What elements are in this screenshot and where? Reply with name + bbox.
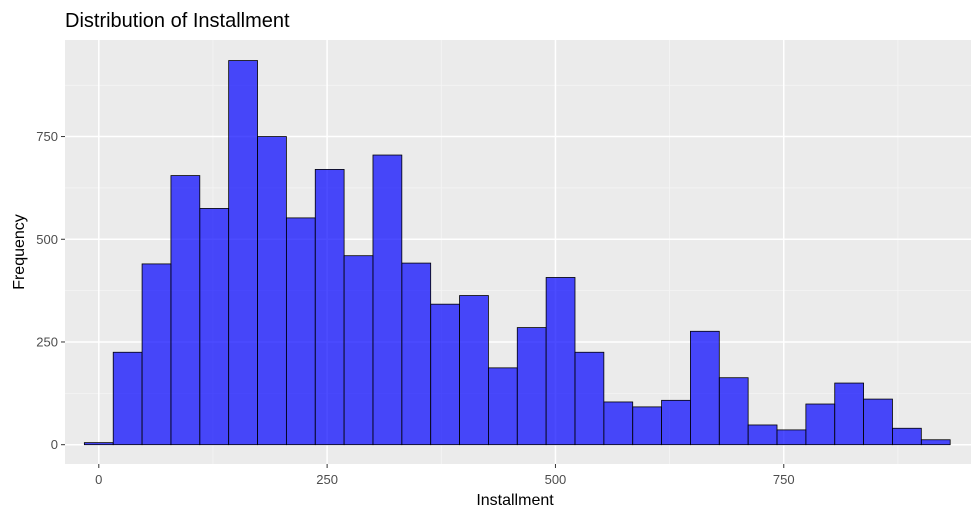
x-tick-label: 250 xyxy=(316,472,338,487)
histogram-bar xyxy=(805,403,836,446)
minor-gridlines xyxy=(65,40,971,464)
histogram-bar xyxy=(459,295,489,446)
histogram-bar xyxy=(488,367,518,446)
histogram-bar xyxy=(401,262,432,446)
histogram-bars xyxy=(83,60,951,446)
y-axis-label: Frequency xyxy=(11,214,28,290)
histogram-bar xyxy=(285,217,316,446)
histogram-bar xyxy=(545,277,576,446)
x-tick-label: 0 xyxy=(95,472,102,487)
histogram-bar xyxy=(83,442,114,446)
histogram-bar xyxy=(257,136,287,446)
chart-title: Distribution of Installment xyxy=(65,10,290,32)
y-tick-label: 250 xyxy=(36,334,58,349)
histogram-bar xyxy=(920,439,951,446)
histogram-bar xyxy=(343,255,374,446)
histogram-bar xyxy=(430,303,460,446)
histogram-bar xyxy=(632,406,662,446)
y-tick-label: 750 xyxy=(36,129,58,144)
histogram-bar xyxy=(834,382,864,446)
histogram-bar xyxy=(112,351,143,446)
x-axis-label: Installment xyxy=(476,492,554,509)
histogram-bar xyxy=(603,401,634,446)
histogram-bar xyxy=(516,327,547,446)
y-axis-ticks: 0 250 500 750 xyxy=(36,129,65,452)
x-axis-ticks: 0 250 500 750 xyxy=(95,464,795,487)
histogram-bar xyxy=(690,330,720,446)
histogram-bar xyxy=(574,351,605,446)
histogram-bar xyxy=(718,377,749,446)
x-tick-label: 750 xyxy=(773,472,795,487)
histogram-bar xyxy=(863,398,893,446)
histogram-bar xyxy=(141,263,172,446)
histogram-bar xyxy=(199,208,230,446)
histogram-bar xyxy=(170,175,201,446)
histogram-bar xyxy=(892,427,922,446)
histogram-bar xyxy=(228,60,258,446)
histogram-bar xyxy=(661,399,691,446)
y-tick-label: 500 xyxy=(36,232,58,247)
histogram-bar xyxy=(776,429,807,446)
histogram-bar xyxy=(314,169,345,446)
histogram-bar xyxy=(372,154,403,446)
y-tick-label: 0 xyxy=(51,437,58,452)
histogram-bar xyxy=(747,424,778,446)
x-tick-label: 500 xyxy=(545,472,567,487)
